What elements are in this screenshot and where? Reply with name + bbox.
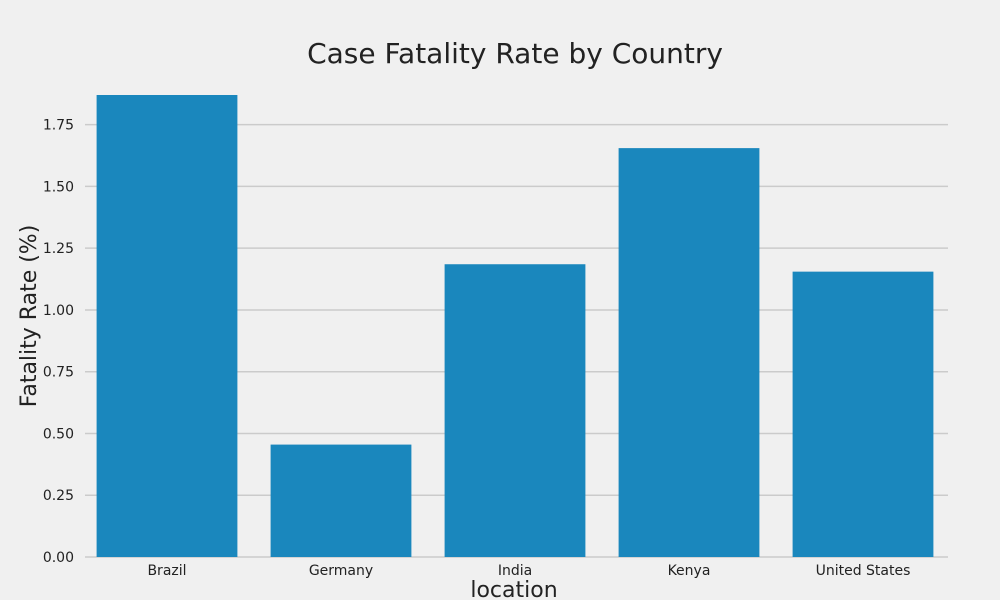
y-tick-label: 0.25 xyxy=(43,488,74,504)
y-tick-label: 1.00 xyxy=(43,303,74,319)
bars xyxy=(96,95,934,557)
x-tick-label: Kenya xyxy=(668,563,711,579)
x-tick-label: India xyxy=(498,563,532,579)
x-tick-label: Brazil xyxy=(147,563,186,579)
y-tick-label: 0.50 xyxy=(43,426,74,442)
y-tick-label: 1.50 xyxy=(43,179,74,195)
bar-kenya xyxy=(618,148,760,557)
bar-united-states xyxy=(792,271,934,557)
y-axis-label: Fatality Rate (%) xyxy=(17,225,42,408)
chart-title: Case Fatality Rate by Country xyxy=(307,37,723,70)
x-tick-labels: Brazil Germany India Kenya United States xyxy=(147,563,910,579)
y-tick-label: 0.00 xyxy=(43,550,74,566)
y-tick-labels: 0.00 0.25 0.50 0.75 1.00 1.25 1.50 1.75 xyxy=(43,118,74,566)
bar-germany xyxy=(270,444,412,557)
x-axis-label: location xyxy=(470,578,557,600)
bar-india xyxy=(444,264,586,557)
y-tick-label: 1.25 xyxy=(43,241,74,257)
x-tick-label: Germany xyxy=(309,563,373,579)
y-tick-label: 1.75 xyxy=(43,118,74,134)
x-tick-label: United States xyxy=(816,563,911,579)
y-tick-label: 0.75 xyxy=(43,365,74,381)
bar-brazil xyxy=(96,95,238,557)
